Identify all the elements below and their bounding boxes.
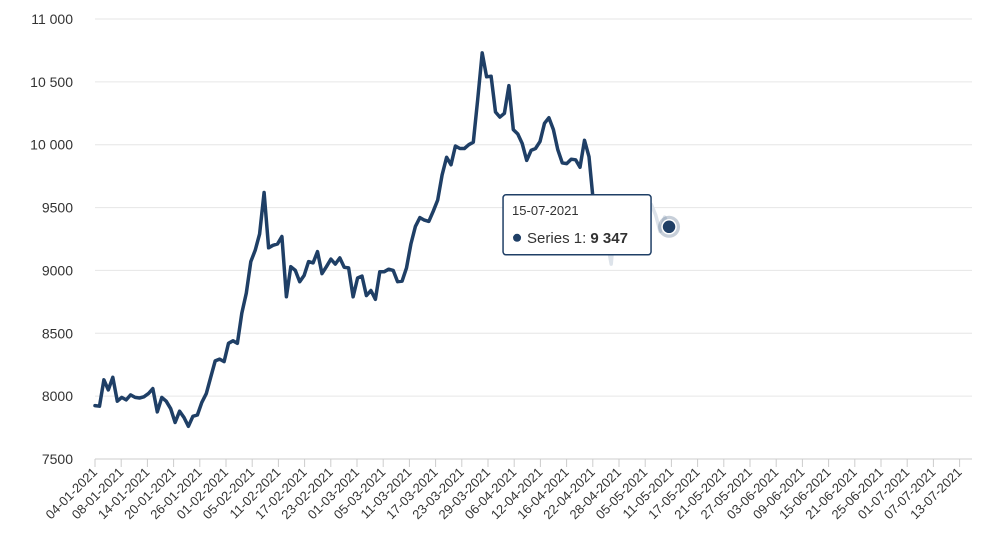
tooltip: 15-07-2021 Series 1: 9 347: [502, 194, 652, 256]
y-tick-label: 10 500: [30, 74, 73, 90]
tooltip-box: [502, 194, 652, 256]
x-axis: [94, 458, 972, 467]
tooltip-date: 15-07-2021: [512, 203, 579, 218]
hover-marker[interactable]: [658, 215, 681, 238]
tooltip-value: 9 347: [590, 230, 628, 247]
hover-marker-point[interactable]: [661, 219, 677, 235]
y-tick-label: 8500: [42, 325, 73, 341]
y-tick-label: 8000: [42, 388, 73, 404]
x-axis-tick-labels: 04-01-202108-01-202114-01-202120-01-2021…: [42, 465, 964, 523]
tooltip-series-label: Series 1:: [527, 230, 590, 247]
series-line: [93, 51, 596, 429]
y-tick-label: 11 000: [31, 11, 73, 27]
y-tick-label: 7500: [42, 451, 73, 467]
y-tick-label: 9500: [42, 200, 73, 216]
y-tick-label: 9000: [42, 262, 73, 278]
tooltip-series-line: Series 1: 9 347: [527, 230, 628, 247]
y-axis-tick-labels: 7500 8000 8500 9000 9500 10 000 10 500 11 000: [30, 11, 73, 467]
y-tick-label: 10 000: [30, 137, 73, 153]
tooltip-series-dot-icon: [513, 233, 522, 242]
